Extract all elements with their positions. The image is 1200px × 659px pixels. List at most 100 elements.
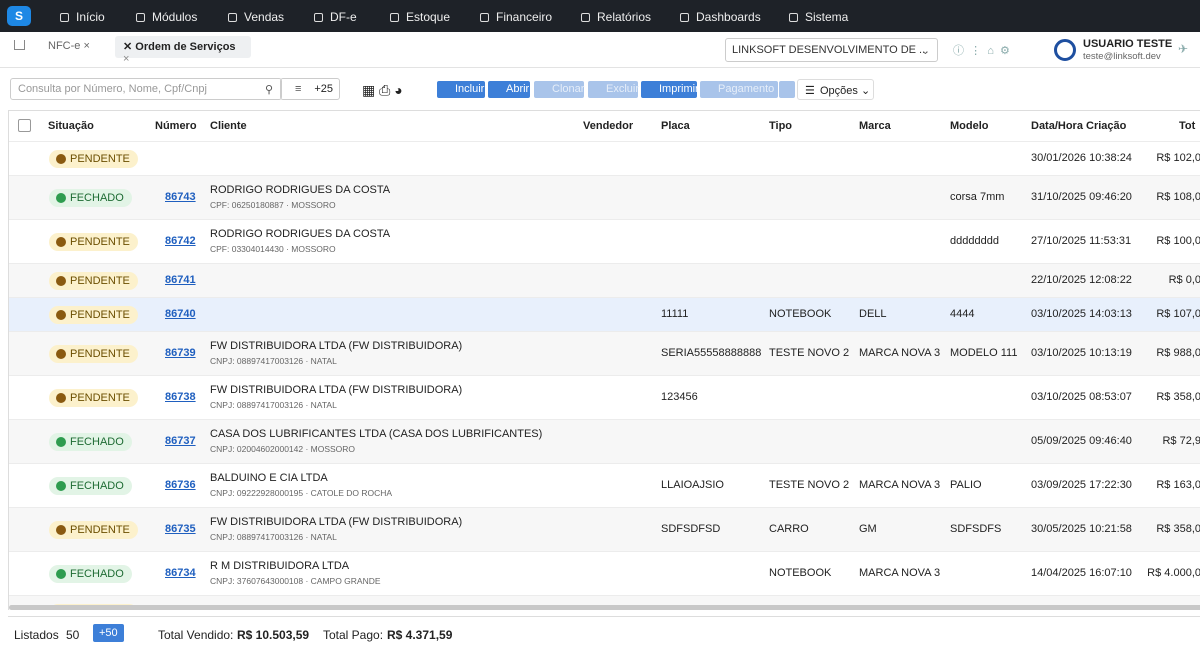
table-row[interactable]: PENDENTE 86740 11111 NOTEBOOK DELL 4444 03/10/… <box>9 297 1200 331</box>
tab[interactable]: ✕ Ordem de Serviços × <box>115 36 251 65</box>
order-number[interactable]: 86735 <box>165 523 196 535</box>
status-label: PENDENTE <box>70 392 130 404</box>
table-row[interactable]: FECHADO 86743 RODRIGO RODRIGUES DA COSTA CP… <box>9 175 1200 219</box>
table-row[interactable]: FECHADO 86737 CASA DOS LUBRIFICANTES LTDA … <box>9 419 1200 463</box>
order-number[interactable]: 86736 <box>165 479 196 491</box>
pin-icon[interactable]: ✈ <box>1178 42 1189 56</box>
more-button[interactable]: +50 <box>93 624 124 642</box>
tab[interactable]: NFC-e × <box>48 40 90 52</box>
client-name: R M DISTRIBUIDORA LTDA <box>210 560 350 572</box>
column-header[interactable]: Vendedor <box>583 120 634 132</box>
client-name: FW DISTRIBUIDORA LTDA (FW DISTRIBUIDORA) <box>210 384 463 396</box>
column-header[interactable]: Data/Hora Criação <box>1031 120 1127 132</box>
client-name: CASA DOS LUBRIFICANTES LTDA (CASA DOS LU… <box>210 428 543 440</box>
nav-label: DF-e <box>330 10 357 24</box>
table-row[interactable]: FECHADO 86734 R M DISTRIBUIDORA LTDA CNPJ: … <box>9 551 1200 595</box>
total: R$ 100,0 <box>1156 235 1200 247</box>
column-header[interactable]: Tot <box>1179 120 1196 132</box>
type: TESTE NOVO 2 <box>769 479 850 491</box>
created: 03/10/2025 14:03:13 <box>1031 308 1132 320</box>
search-placeholder: Consulta por Número, Nome, Cpf/Cnpj <box>18 83 207 95</box>
toolbar-button[interactable]: Imprimir <box>641 81 699 98</box>
dropdown-toggle[interactable] <box>779 81 795 98</box>
nav-item[interactable]: Módulos <box>136 10 197 24</box>
nav-item[interactable]: Financeiro <box>480 10 552 24</box>
options-button[interactable]: ☰ Opções ⌄ <box>797 79 874 100</box>
toolbar-button[interactable]: Excluir <box>588 81 639 98</box>
created: 03/10/2025 10:13:19 <box>1031 347 1132 359</box>
toolbar-button[interactable]: Incluir <box>437 81 485 98</box>
client-info: CNPJ: 08897417003126 · NATAL <box>210 532 337 542</box>
nav-item[interactable]: Relatórios <box>581 10 651 24</box>
toolbar-button[interactable]: Pagamento <box>700 81 778 98</box>
nav-item[interactable]: Início <box>60 10 105 24</box>
table-row[interactable]: PENDENTE 86735 FW DISTRIBUIDORA LTDA (FW D… <box>9 507 1200 551</box>
select-all[interactable] <box>18 119 31 132</box>
column-header[interactable]: Placa <box>661 120 690 132</box>
status-icon <box>56 525 66 535</box>
status-badge: PENDENTE <box>49 150 138 168</box>
nav-item[interactable]: Estoque <box>390 10 450 24</box>
table-row[interactable]: PENDENTE 86742 RODRIGO RODRIGUES DA COSTA C… <box>9 219 1200 263</box>
status-icon <box>56 437 66 447</box>
order-number[interactable]: 86742 <box>165 235 196 247</box>
total: R$ 0,0 <box>1168 274 1200 286</box>
table-row[interactable]: FECHADO 86736 BALDUINO E CIA LTDA CNPJ: 092… <box>9 463 1200 507</box>
plate: 123456 <box>661 391 698 403</box>
listed-label: Listados <box>14 628 59 642</box>
status-icon <box>56 310 66 320</box>
company-select[interactable]: LINKSOFT DESENVOLVIMENTO DE ... ⌄ <box>725 38 938 62</box>
table-row[interactable]: PENDENTE 86741 22/10/2025 12:08:22 R$ 0,0 <box>9 263 1200 297</box>
order-number[interactable]: 86738 <box>165 391 196 403</box>
scrollbar[interactable] <box>9 605 1200 610</box>
client-info: CNPJ: 02004602000142 · MOSSORO <box>210 444 356 454</box>
view-icons[interactable]: ▦ ⎙ ◕ <box>362 82 403 98</box>
nav-icon <box>60 13 69 22</box>
nav-item[interactable]: Dashboards <box>680 10 761 24</box>
order-number[interactable]: 86741 <box>165 274 196 286</box>
toolbar-button[interactable]: Clonar <box>534 81 584 98</box>
type: TESTE NOVO 2 <box>769 347 850 359</box>
status-icon <box>56 154 66 164</box>
column-header[interactable]: Tipo <box>769 120 793 132</box>
nav-item[interactable]: Vendas <box>228 10 284 24</box>
order-number[interactable]: 86739 <box>165 347 196 359</box>
logo[interactable]: S <box>7 6 31 26</box>
order-number[interactable]: 86734 <box>165 567 196 579</box>
order-number[interactable]: 86743 <box>165 191 196 203</box>
status-label: PENDENTE <box>70 236 130 248</box>
created: 30/01/2026 10:38:24 <box>1031 152 1132 164</box>
column-header[interactable]: Modelo <box>950 120 989 132</box>
column-header[interactable]: Marca <box>859 120 891 132</box>
status-label: PENDENTE <box>70 309 130 321</box>
total: R$ 358,0 <box>1156 523 1200 535</box>
sold-value: R$ 10.503,59 <box>237 628 310 642</box>
status-label: FECHADO <box>70 436 124 448</box>
status-badge: FECHADO <box>49 433 132 451</box>
order-number[interactable]: 86740 <box>165 308 196 320</box>
nav-item[interactable]: DF-e <box>314 10 357 24</box>
table-row[interactable]: PENDENTE 30/01/2026 10:38:24 R$ 102,0 <box>9 141 1200 175</box>
plate: SERIA55558888888 <box>661 347 762 359</box>
status-badge: FECHADO <box>49 189 132 207</box>
created: 22/10/2025 12:08:22 <box>1031 274 1132 286</box>
type: NOTEBOOK <box>769 567 832 579</box>
toolbar-button[interactable]: Abrir <box>488 81 530 98</box>
total: R$ 163,0 <box>1156 479 1200 491</box>
order-number[interactable]: 86737 <box>165 435 196 447</box>
column-header[interactable]: Situação <box>48 120 94 132</box>
table-row[interactable]: PENDENTE 86739 FW DISTRIBUIDORA LTDA (FW D… <box>9 331 1200 375</box>
nav-item[interactable]: Sistema <box>789 10 848 24</box>
created: 30/05/2025 10:21:58 <box>1031 523 1132 535</box>
column-header[interactable]: Número <box>155 120 197 132</box>
column-header[interactable]: Cliente <box>210 120 247 132</box>
nav-label: Início <box>76 10 105 24</box>
filter-button[interactable]: ≡ +25 <box>280 78 340 100</box>
client-info: CNPJ: 08897417003126 · NATAL <box>210 356 337 366</box>
toolbar-icons[interactable]: ⓘ ⋮ ⌂ ⚙ <box>953 45 1010 57</box>
search-input[interactable]: Consulta por Número, Nome, Cpf/Cnpj ⚲ <box>10 78 282 100</box>
avatar[interactable] <box>1054 39 1076 61</box>
home-icon[interactable] <box>14 40 25 50</box>
table-row[interactable]: PENDENTE 86738 FW DISTRIBUIDORA LTDA (FW D… <box>9 375 1200 419</box>
created: 05/09/2025 09:46:40 <box>1031 435 1132 447</box>
